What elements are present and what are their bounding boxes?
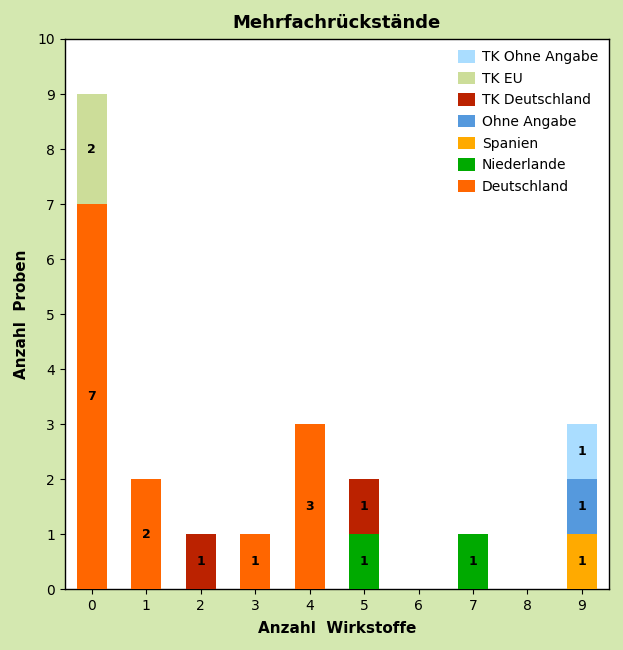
Text: 1: 1 bbox=[196, 555, 205, 568]
Title: Mehrfachrückstände: Mehrfachrückstände bbox=[233, 14, 441, 32]
Bar bbox=[77, 204, 107, 589]
Bar bbox=[131, 479, 161, 589]
Bar bbox=[458, 534, 488, 589]
Text: 3: 3 bbox=[305, 500, 314, 513]
Text: 1: 1 bbox=[359, 555, 368, 568]
Bar bbox=[567, 424, 597, 479]
Text: 2: 2 bbox=[142, 528, 151, 541]
Bar bbox=[186, 534, 216, 589]
X-axis label: Anzahl  Wirkstoffe: Anzahl Wirkstoffe bbox=[258, 621, 416, 636]
Bar bbox=[240, 534, 270, 589]
Bar bbox=[77, 94, 107, 204]
Text: 2: 2 bbox=[87, 142, 96, 155]
Bar bbox=[349, 479, 379, 534]
Legend: TK Ohne Angabe, TK EU, TK Deutschland, Ohne Angabe, Spanien, Niederlande, Deutsc: TK Ohne Angabe, TK EU, TK Deutschland, O… bbox=[454, 46, 602, 198]
Text: 1: 1 bbox=[578, 445, 586, 458]
Text: 1: 1 bbox=[578, 500, 586, 513]
Text: 1: 1 bbox=[578, 555, 586, 568]
Bar bbox=[567, 534, 597, 589]
Text: 7: 7 bbox=[87, 390, 96, 403]
Y-axis label: Anzahl  Proben: Anzahl Proben bbox=[14, 250, 29, 379]
Text: 1: 1 bbox=[359, 500, 368, 513]
Text: 1: 1 bbox=[468, 555, 477, 568]
Bar bbox=[349, 534, 379, 589]
Text: 1: 1 bbox=[251, 555, 260, 568]
Bar bbox=[567, 479, 597, 534]
Bar bbox=[295, 424, 325, 589]
